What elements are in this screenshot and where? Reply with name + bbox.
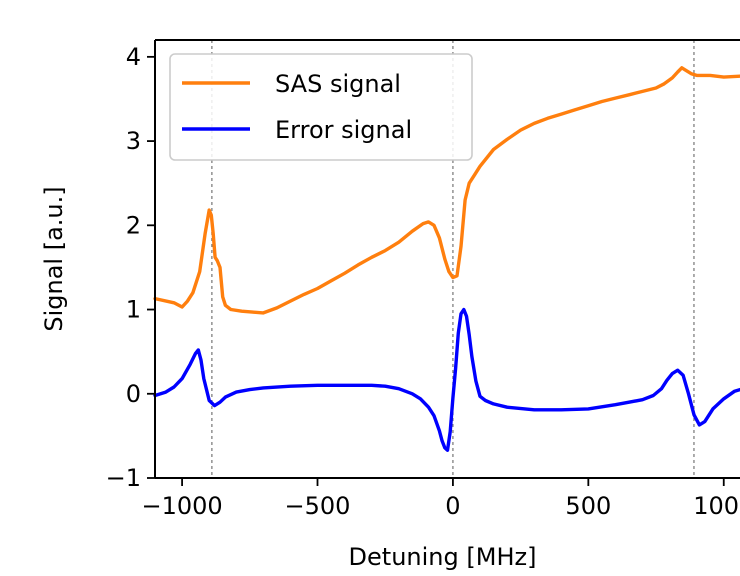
legend-box — [169, 53, 473, 161]
x-tick-label-2: 0 — [445, 492, 460, 520]
series-line-0 — [153, 66, 740, 315]
tick-marks: −1000 −500 0 500 1000 −1 0 1 2 3 4 — [106, 43, 740, 520]
series-line-1 — [153, 307, 740, 452]
legend-label-1: Error signal — [275, 116, 412, 144]
x-tick-label-0: −1000 — [141, 492, 222, 520]
y-tick-label-1: 0 — [126, 380, 141, 408]
x-tick-label-4: 1000 — [693, 492, 740, 520]
series-layer — [153, 66, 740, 452]
y-tick-label-0: −1 — [106, 464, 141, 492]
y-tick-label-5: 4 — [126, 43, 141, 71]
x-axis-label: Detuning [MHz] — [349, 543, 537, 571]
y-tick-label-4: 3 — [126, 127, 141, 155]
y-axis-label: Signal [a.u.] — [40, 186, 68, 331]
legend: SAS signal Error signal — [169, 53, 473, 161]
x-tick-label-3: 500 — [565, 492, 611, 520]
axes — [154, 39, 740, 479]
y-tick-label-2: 1 — [126, 296, 141, 324]
y-tick-label-3: 2 — [126, 211, 141, 239]
x-tick-label-1: −500 — [285, 492, 351, 520]
legend-label-0: SAS signal — [275, 70, 401, 98]
